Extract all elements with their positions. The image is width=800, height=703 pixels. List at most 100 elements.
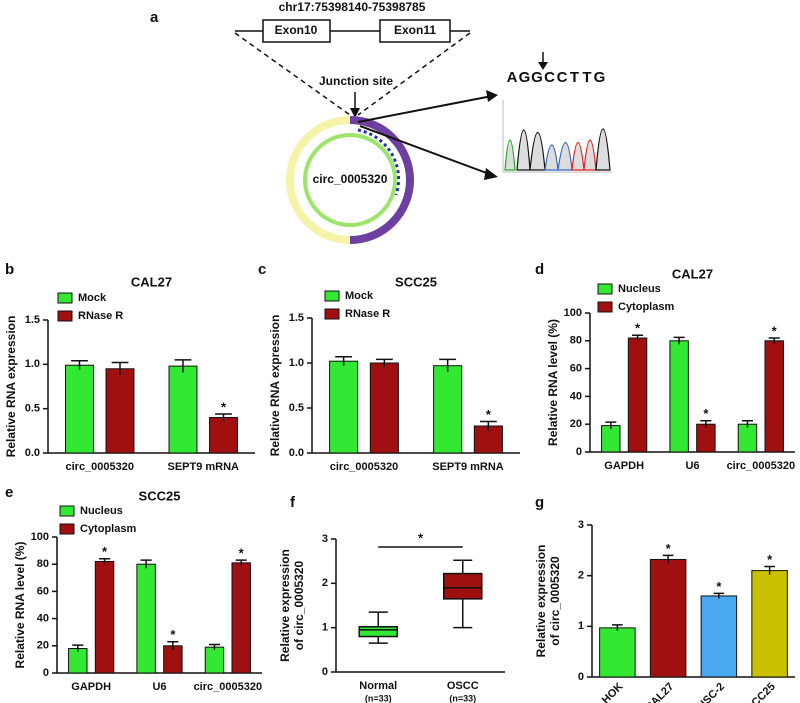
significance-marker: *: [716, 579, 722, 594]
x-tick-label: GAPDH: [71, 681, 111, 693]
y-axis-label: Relative expression: [278, 549, 292, 662]
y-tick-label: 3: [322, 533, 328, 545]
bar: [369, 362, 399, 454]
error-bar: [140, 559, 152, 569]
y-axis-label: of circ_0005320: [292, 560, 306, 650]
error-bar: [167, 640, 179, 650]
y-tick-label: 2: [578, 570, 584, 582]
sequence-letter: A: [507, 69, 518, 86]
error-bar: [99, 558, 111, 565]
sequence-letter: G: [519, 69, 531, 86]
x-tick-label: circ_0005320: [330, 461, 399, 473]
y-tick-label: 60: [570, 363, 582, 375]
significance-marker: *: [239, 546, 245, 561]
y-tick-label: 40: [570, 390, 582, 402]
exon-box: [262, 19, 331, 43]
x-tick-label: circ_0005320: [194, 681, 263, 693]
box: [442, 572, 483, 600]
x-tick-label: GAPDH: [604, 460, 644, 472]
y-tick-label: 60: [37, 585, 49, 597]
panel-a: a chr17:75398140-75398785 Exon10 Exon11 …: [150, 0, 612, 244]
y-tick-label: 1: [322, 622, 328, 634]
legend-swatch: [57, 292, 73, 304]
chart-title: CAL27: [131, 274, 172, 289]
y-tick-label: 1.5: [289, 312, 304, 324]
y-tick-label: 2: [322, 577, 328, 589]
error-bar: [71, 360, 88, 370]
arrow-head: [486, 90, 498, 102]
legend-label: Nucleus: [80, 505, 123, 517]
y-tick-label: 0.5: [25, 403, 40, 415]
bar: [329, 360, 359, 454]
y-tick-label: 80: [37, 558, 49, 570]
y-tick-label: 100: [31, 531, 49, 543]
peak: [529, 132, 546, 171]
x-tick-label: OSCC: [447, 680, 479, 692]
legend-label: Mock: [345, 290, 374, 302]
legend-swatch: [597, 301, 613, 313]
peak: [504, 139, 516, 171]
y-axis-label: Relative RNA level (%): [13, 542, 27, 669]
y-tick-label: 0: [576, 446, 582, 458]
bar: [68, 648, 88, 674]
x-tick-label: U6: [685, 460, 699, 472]
legend-label: Mock: [78, 292, 107, 304]
significance-marker: *: [772, 323, 778, 338]
chart-title: SCC25: [395, 274, 437, 289]
sequence-letter: G: [594, 69, 606, 86]
bar: [764, 340, 784, 453]
panel-letter: g: [535, 494, 544, 511]
dashed-line: [234, 32, 351, 116]
panel-letter: a: [150, 9, 159, 26]
legend-swatch: [59, 505, 75, 517]
error-bar: [768, 337, 780, 344]
error-bar: [72, 644, 84, 652]
bar: [168, 365, 198, 454]
bar: [696, 423, 716, 453]
peak: [571, 142, 585, 171]
error-bar: [713, 592, 725, 599]
y-tick-label: 0: [578, 671, 584, 683]
error-bar: [208, 643, 220, 650]
bar: [599, 627, 636, 678]
panel-letter: c: [258, 261, 266, 278]
peak: [595, 128, 611, 171]
significance-marker: *: [486, 407, 492, 422]
y-axis-label: of circ_0005320: [548, 556, 562, 646]
error-bar: [111, 361, 129, 375]
y-axis-label: Relative RNA expression: [268, 315, 282, 457]
bar: [601, 425, 621, 453]
circ-label: circ_0005320: [313, 172, 388, 186]
legend-swatch: [324, 290, 340, 302]
error-bar: [764, 565, 775, 575]
panel-c: c SCC25 0.0 0.5 1.0 1.5 Relative RNA expressio…: [258, 261, 520, 473]
panel-e: e SCC25 0 20 40 60 80 100 Relative RNA level (%)…: [5, 484, 262, 693]
peak: [557, 142, 573, 171]
sequence-letter: T: [582, 69, 591, 86]
error-bar: [605, 421, 617, 430]
box: [358, 626, 399, 638]
x-tick-label: circ_0005320: [65, 461, 134, 473]
peak: [583, 139, 597, 171]
peak: [516, 129, 531, 171]
x-tick-label: circ_0005320: [727, 460, 796, 472]
panel-d: d CAL27 0 20 40 60 80 100 Relative RNA level (%)…: [535, 261, 795, 472]
bar: [751, 570, 788, 678]
panel-letter: f: [290, 494, 296, 511]
y-tick-label: 0.0: [25, 447, 40, 459]
pointer-arrow: [359, 125, 493, 176]
panel-f: f 0 1 2 3 Relative expression of circ_0005320 N…: [278, 494, 505, 703]
error-bar: [673, 336, 685, 345]
significance-marker: *: [102, 544, 108, 559]
peak: [544, 144, 559, 171]
significance-marker: *: [666, 541, 672, 556]
bar: [136, 563, 156, 674]
sequence-letter: G: [531, 69, 543, 86]
y-tick-label: 0: [43, 667, 49, 679]
legend-label: Cytoplasm: [80, 523, 136, 535]
category-note: (n=33): [449, 693, 476, 703]
y-tick-label: 0.0: [289, 447, 304, 459]
category-note: (n=33): [365, 693, 392, 703]
y-tick-label: 100: [564, 307, 582, 319]
bar: [433, 365, 463, 454]
